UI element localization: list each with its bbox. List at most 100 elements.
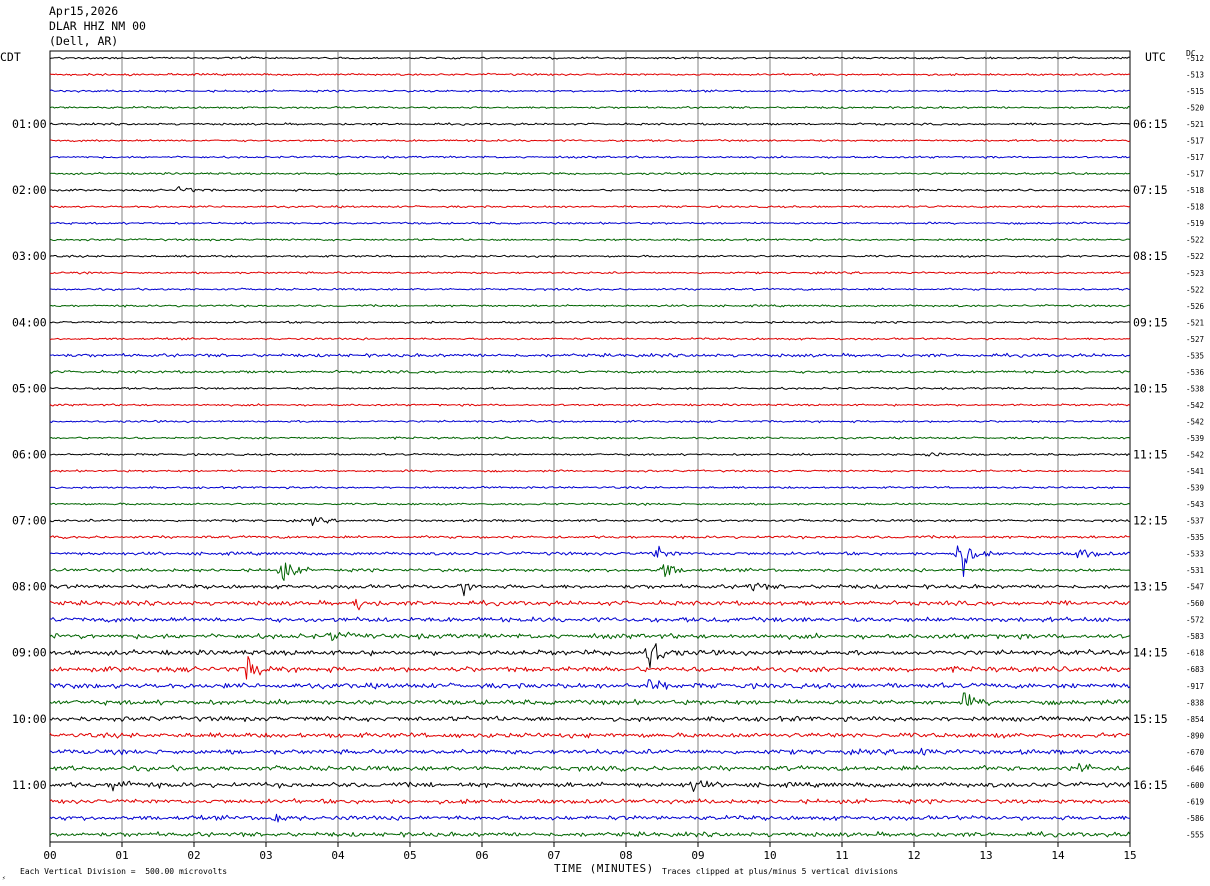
seismic-trace [49, 72, 1131, 77]
dc-offset-label: -522 [1186, 236, 1204, 245]
x-tick-label: 01 [115, 849, 128, 862]
dc-offset-label: -521 [1186, 120, 1204, 129]
dc-offset-label: -618 [1186, 649, 1205, 658]
dc-offset-label: -539 [1186, 434, 1204, 443]
dc-offset-label: -517 [1186, 137, 1204, 146]
seismic-trace [49, 780, 1131, 792]
seismic-trace [49, 562, 1131, 581]
right-hour-label: 09:15 [1133, 315, 1168, 329]
seismic-trace [49, 656, 1131, 680]
x-tick-label: 13 [979, 849, 992, 862]
dc-offset-label: -538 [1186, 384, 1205, 393]
seismic-trace [49, 631, 1131, 642]
dc-offset-label: -542 [1186, 401, 1204, 410]
dc-offset-label: -555 [1186, 830, 1204, 839]
header-date: Apr15,2026 [49, 4, 119, 18]
dc-offset-label: -542 [1186, 450, 1204, 459]
dc-offset-label: -513 [1186, 71, 1204, 80]
dc-offset-label: -521 [1186, 318, 1204, 327]
dc-offset-label: -683 [1186, 665, 1204, 674]
dc-offset-label: -572 [1186, 616, 1204, 625]
right-hour-label: 14:15 [1133, 646, 1168, 660]
seismic-trace [49, 747, 1131, 756]
seismic-trace [49, 105, 1131, 110]
dc-offset-label: -535 [1186, 351, 1204, 360]
seismic-trace [49, 485, 1131, 490]
seismic-trace [49, 516, 1131, 526]
seismic-trace [49, 616, 1131, 623]
left-hour-label: 03:00 [12, 249, 47, 263]
dc-offset-label: -539 [1186, 484, 1204, 493]
x-tick-label: 05 [403, 849, 416, 862]
dc-offset-label: -619 [1186, 797, 1204, 806]
dc-offset-label: -533 [1186, 550, 1204, 559]
seismic-trace [49, 692, 1131, 706]
dc-offset-label: -547 [1186, 583, 1204, 592]
seismic-trace [49, 813, 1130, 823]
dc-offset-label: -515 [1186, 87, 1204, 96]
left-hour-label: 01:00 [12, 117, 47, 131]
dc-offset-label: -917 [1186, 682, 1204, 691]
left-hour-label: 10:00 [12, 712, 47, 726]
seismic-trace [49, 732, 1131, 739]
right-hour-label: 12:15 [1133, 514, 1168, 528]
seismic-trace [49, 221, 1131, 225]
seismic-trace [49, 304, 1131, 308]
seismic-trace [49, 436, 1131, 440]
dc-offset-label: -526 [1186, 302, 1205, 311]
dc-offset-label: -854 [1186, 715, 1205, 724]
header-station: DLAR HHZ NM 00 [49, 19, 146, 33]
dc-offset-label: -542 [1186, 417, 1204, 426]
dc-label: DC [1186, 49, 1196, 58]
right-hour-label: 11:15 [1133, 447, 1168, 461]
left-hour-label: 05:00 [12, 381, 47, 395]
dc-offset-label: -838 [1186, 698, 1205, 707]
dc-offset-label: -518 [1186, 186, 1205, 195]
seismic-trace [49, 452, 1131, 457]
x-tick-label: 15 [1123, 849, 1136, 862]
left-hour-label: 09:00 [12, 646, 47, 660]
dc-offset-label: -517 [1186, 153, 1204, 162]
seismic-trace [49, 89, 1131, 93]
seismic-trace [49, 155, 1131, 159]
x-tick-label: 04 [331, 849, 345, 862]
right-hour-label: 16:15 [1133, 778, 1168, 792]
seismic-trace [49, 254, 1131, 258]
dc-offset-label: -586 [1186, 814, 1205, 823]
left-timezone-label: CDT [0, 50, 21, 64]
clip-note: Traces clipped at plus/minus 5 vertical … [662, 867, 899, 876]
right-timezone-label: UTC [1145, 50, 1166, 64]
dc-offset-label: -537 [1186, 517, 1204, 526]
seismic-trace [49, 545, 1131, 577]
right-hour-label: 13:15 [1133, 580, 1168, 594]
seismic-trace [49, 798, 1131, 805]
left-hour-label: 04:00 [12, 315, 47, 329]
seismic-trace [49, 287, 1131, 291]
dc-offset-label: -670 [1186, 748, 1205, 757]
seismic-trace [49, 679, 1131, 690]
left-hour-label: 11:00 [12, 778, 47, 792]
x-tick-label: 10 [763, 849, 776, 862]
seismic-trace [49, 582, 1131, 597]
dc-offset-label: -646 [1186, 764, 1205, 773]
dc-offset-label: -531 [1186, 566, 1204, 575]
seismic-trace [49, 205, 1131, 209]
right-hour-label: 06:15 [1133, 117, 1168, 131]
seismic-trace [49, 419, 1131, 424]
x-tick-label: 08 [619, 849, 632, 862]
corner-mark-icon: ⚡ [2, 875, 6, 882]
right-hour-label: 07:15 [1133, 183, 1168, 197]
dc-offset-label: -560 [1186, 599, 1205, 608]
seismic-trace [49, 535, 1131, 540]
dc-offset-label: -518 [1186, 203, 1205, 212]
dc-offset-label: -512 [1186, 54, 1204, 63]
dc-offset-label: -527 [1186, 335, 1204, 344]
plot-frame [49, 50, 1131, 843]
seismic-trace [49, 238, 1131, 242]
dc-offset-label: -583 [1186, 632, 1204, 641]
right-hour-label: 10:15 [1133, 381, 1168, 395]
dc-offset-label: -543 [1186, 500, 1204, 509]
seismic-trace [49, 186, 1131, 193]
dc-offset-label: -535 [1186, 533, 1204, 542]
